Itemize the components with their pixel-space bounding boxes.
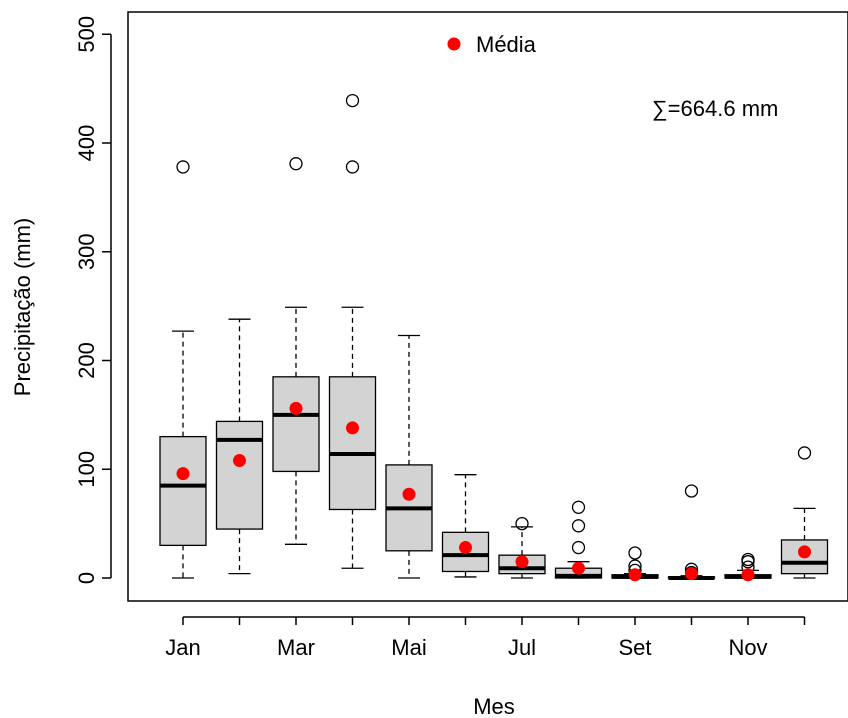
box-fev bbox=[215, 318, 264, 575]
x-tick-label: Set bbox=[618, 635, 651, 660]
x-tick-label: Mai bbox=[391, 635, 426, 660]
x-tick-label: Jul bbox=[508, 635, 536, 660]
mean-point bbox=[628, 568, 642, 582]
box-mar bbox=[272, 157, 320, 545]
outlier-point bbox=[571, 519, 586, 533]
mean-point bbox=[402, 487, 416, 501]
outlier-point bbox=[345, 160, 360, 174]
outlier-point bbox=[515, 516, 529, 531]
y-axis: 0 100 200 300 400 500 bbox=[74, 16, 112, 584]
mean-point bbox=[346, 421, 359, 435]
outlier-point bbox=[289, 157, 303, 171]
outlier-point bbox=[628, 546, 642, 560]
mean-point bbox=[176, 467, 190, 481]
mean-point bbox=[741, 568, 755, 582]
iqr-box bbox=[441, 531, 490, 573]
y-tick-label: 100 bbox=[74, 451, 99, 488]
outlier-point bbox=[345, 93, 360, 108]
legend-mean-marker bbox=[447, 37, 461, 51]
y-axis-title: Precipitação (mm) bbox=[10, 218, 35, 396]
mean-point bbox=[572, 561, 585, 575]
x-axis-title: Mes bbox=[473, 694, 515, 718]
outlier-point bbox=[571, 540, 586, 555]
x-tick-label: Nov bbox=[728, 635, 767, 660]
y-tick-label: 200 bbox=[74, 342, 99, 379]
box-mai bbox=[385, 334, 433, 579]
box-nov bbox=[724, 552, 772, 582]
iqr-box bbox=[215, 420, 264, 530]
box-jun bbox=[441, 474, 490, 578]
legend: Média bbox=[447, 32, 537, 57]
iqr-box bbox=[272, 376, 320, 473]
mean-point bbox=[798, 545, 811, 559]
y-tick-label: 400 bbox=[74, 125, 99, 162]
iqr-box bbox=[159, 435, 207, 547]
mean-point bbox=[289, 401, 303, 415]
x-tick-label: Jan bbox=[165, 635, 200, 660]
mean-point bbox=[685, 567, 698, 581]
outlier-point bbox=[684, 484, 699, 498]
x-axis: Jan Mar Mai Jul Set Nov bbox=[165, 616, 806, 660]
outlier-point bbox=[797, 446, 812, 460]
chart-marks bbox=[159, 93, 829, 582]
box-ago bbox=[554, 500, 603, 579]
box-out bbox=[667, 484, 716, 581]
y-tick-label: 300 bbox=[74, 233, 99, 270]
mean-point bbox=[233, 454, 246, 468]
mean-point bbox=[515, 555, 529, 569]
iqr-box bbox=[328, 376, 377, 511]
mean-point bbox=[459, 541, 472, 555]
x-tick-label: Mar bbox=[277, 635, 315, 660]
y-tick-label: 500 bbox=[74, 16, 99, 53]
box-dez bbox=[780, 446, 829, 579]
total-annotation: ∑=664.6 mm bbox=[652, 96, 778, 121]
y-tick-label: 0 bbox=[74, 572, 99, 584]
legend-label: Média bbox=[476, 32, 537, 57]
outlier-point bbox=[571, 500, 586, 514]
outlier-point bbox=[741, 552, 755, 567]
box-jan bbox=[159, 160, 207, 579]
outlier-point bbox=[176, 160, 190, 174]
plot-frame bbox=[127, 11, 848, 602]
box-jul bbox=[498, 516, 546, 579]
box-set bbox=[611, 546, 659, 582]
box-abr bbox=[328, 93, 377, 569]
